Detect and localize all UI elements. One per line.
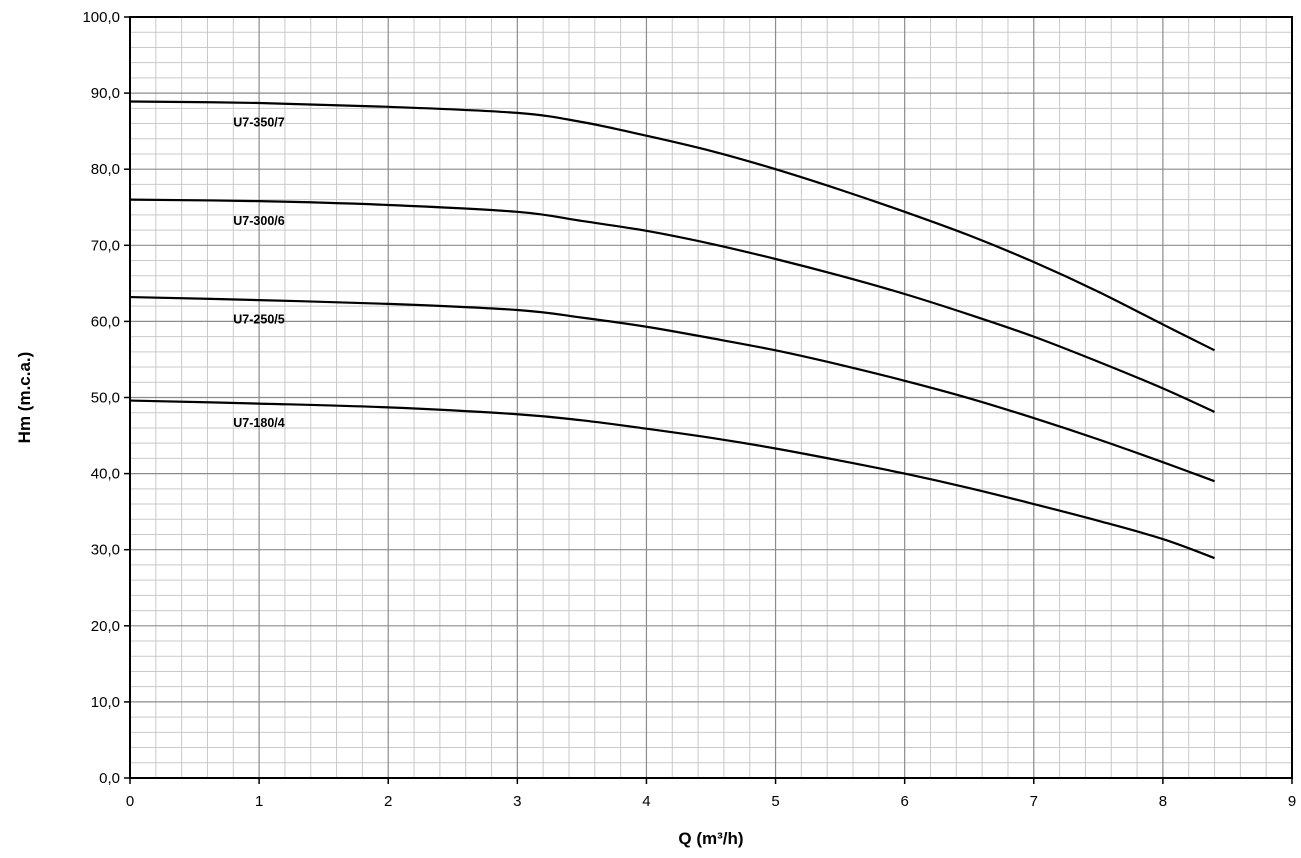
pump-curve-u7-180-4 bbox=[129, 399, 1215, 560]
x-tick-label: 7 bbox=[1030, 793, 1038, 810]
y-tick-label: 70,0 bbox=[91, 237, 120, 254]
x-tick-label: 5 bbox=[771, 793, 779, 810]
series-label: U7-180/4 bbox=[233, 416, 284, 430]
x-ticks: 0 1 2 3 4 5 6 7 8 9 bbox=[126, 778, 1296, 810]
x-tick-label: 2 bbox=[384, 793, 392, 810]
x-tick-label: 4 bbox=[642, 793, 650, 810]
y-tick-label: 100,0 bbox=[82, 9, 120, 26]
pump-curve-u7-250-5 bbox=[129, 295, 1215, 483]
y-tick-label: 0,0 bbox=[99, 770, 120, 787]
series-label: U7-350/7 bbox=[233, 116, 284, 130]
y-tick-label: 50,0 bbox=[91, 390, 120, 407]
x-tick-label: 3 bbox=[513, 793, 521, 810]
pump-curve-u7-300-6 bbox=[129, 198, 1215, 413]
series-label: U7-250/5 bbox=[233, 312, 284, 326]
major-grid bbox=[129, 16, 1293, 779]
x-tick-label: 0 bbox=[126, 793, 134, 810]
x-tick-label: 8 bbox=[1159, 793, 1167, 810]
curves bbox=[129, 100, 1216, 560]
x-tick-label: 1 bbox=[255, 793, 263, 810]
y-tick-label: 90,0 bbox=[91, 85, 120, 102]
y-tick-label: 40,0 bbox=[91, 466, 120, 483]
y-tick-label: 30,0 bbox=[91, 542, 120, 559]
x-tick-label: 9 bbox=[1288, 793, 1296, 810]
y-ticks: 0,0 10,0 20,0 30,0 40,0 50,0 60,0 70,0 80,0 90,0 1… bbox=[82, 9, 130, 787]
y-tick-label: 10,0 bbox=[91, 694, 120, 711]
x-axis-title: Q (m³/h) bbox=[678, 829, 743, 848]
y-tick-label: 20,0 bbox=[91, 618, 120, 635]
series-label: U7-300/6 bbox=[233, 214, 284, 228]
x-tick-label: 6 bbox=[900, 793, 908, 810]
series-labels: U7-350/7 U7-300/6 U7-250/5 U7-180/4 bbox=[233, 116, 284, 430]
y-tick-label: 80,0 bbox=[91, 161, 120, 178]
y-axis-title: Hm (m.c.a.) bbox=[15, 352, 34, 444]
y-tick-label: 60,0 bbox=[91, 313, 120, 330]
pump-curve-u7-350-7 bbox=[129, 100, 1216, 352]
